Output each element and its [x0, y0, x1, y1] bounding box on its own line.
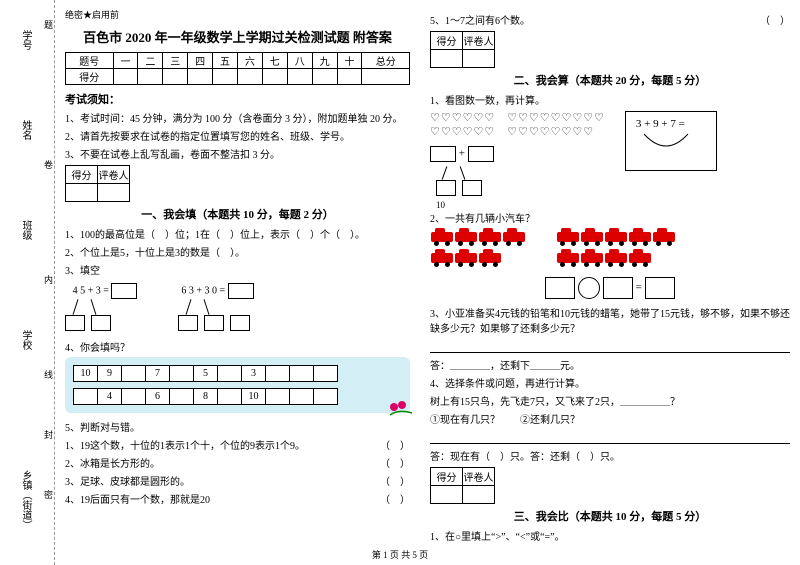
- car-groups: [430, 229, 790, 271]
- margin-label: 学校: [18, 330, 33, 350]
- question: 4、选择条件或问题，再进行计算。: [430, 375, 790, 390]
- number-sequence-box: 109753 46810: [65, 357, 410, 413]
- margin-label: 学号: [18, 30, 33, 50]
- grader-box: 得分评卷人: [65, 165, 130, 202]
- tf-item: 1、19这个数，十位的1表示1个十，个位的9表示1个9。（ ）: [65, 437, 410, 452]
- answer-text: 答：＿＿＿＿，还剩下＿＿＿元。: [430, 357, 790, 372]
- margin-label: 乡镇（街道）: [18, 470, 33, 530]
- question: 4、你会填吗？: [65, 339, 410, 354]
- tf-item: 3、足球、皮球都是圆形的。（ ）: [65, 473, 410, 488]
- car-equation: =: [430, 277, 790, 299]
- section-3-title: 三、我会比（本题共 10 分，每题 5 分）: [430, 508, 790, 524]
- question: 5、判断对与错。: [65, 419, 410, 434]
- answer-text: 答：现在有（ ）只。答：还剩（ ）只。: [430, 448, 790, 463]
- tf-item: 2、冰箱是长方形的。（ ）: [65, 455, 410, 470]
- heart-counting: ♡♡♡♡♡♡ ♡♡♡♡♡♡♡♡♡ ♡♡♡♡♡♡ ♡♡♡♡♡♡♡♡ + 10: [430, 111, 605, 206]
- equation-box: 3 + 9 + 7 =: [625, 111, 717, 171]
- margin-label: 班级: [18, 220, 33, 240]
- grader-box: 得分评卷人: [430, 31, 495, 68]
- question: 2、个位上是5，十位上是3的数是（ ）。: [65, 244, 410, 259]
- answer-line: [430, 430, 790, 444]
- section-2-title: 二、我会算（本题共 20 分，每题 5 分）: [430, 72, 790, 88]
- sequence-row: 109753: [73, 365, 338, 382]
- instruction-item: 2、请首先按要求在试卷的指定位置填写您的姓名、班级、学号。: [65, 128, 410, 143]
- exam-title: 百色市 2020 年一年级数学上学期过关检测试题 附答案: [65, 27, 410, 46]
- left-column: 绝密★启用前 百色市 2020 年一年级数学上学期过关检测试题 附答案 题号一二…: [55, 0, 420, 565]
- binding-margin: 学号 姓名 班级 学校 乡镇（街道） 题 卷 内 线 封 密: [0, 0, 55, 565]
- question: 1、在○里填上“>”、“<”或“=”。: [430, 528, 790, 543]
- question: 3、小亚准备买4元钱的铅笔和10元钱的蜡笔，她带了15元钱，够不够，如果不够还缺…: [430, 305, 790, 335]
- question: 3、填空: [65, 262, 410, 277]
- flower-icon: [386, 397, 416, 417]
- instructions-heading: 考试须知：: [65, 91, 410, 107]
- question: 1、看图数一数，再计算。: [430, 92, 790, 107]
- question: 2、一共有几辆小汽车？: [430, 210, 790, 225]
- question-sub: 树上有15只鸟，先飞走7只，又飞来了2只，＿＿＿＿＿？: [430, 393, 790, 408]
- grader-box: 得分评卷人: [430, 467, 495, 504]
- question-options: ①现在有几只？ ②还剩几只？: [430, 411, 790, 426]
- decomposition-diagram: 6 3 + 3 0 =: [178, 283, 258, 333]
- confidential-tag: 绝密★启用前: [65, 8, 410, 21]
- decomposition-diagram: 4 5 + 3 =: [65, 283, 145, 333]
- score-table: 题号一二三四五六七八九十总分 得分: [65, 52, 410, 85]
- arc-icon: [636, 130, 706, 156]
- tf-item: 4、19后面只有一个数，那就是20（ ）: [65, 491, 410, 506]
- margin-label: 姓名: [18, 120, 33, 140]
- sequence-row: 46810: [73, 388, 338, 405]
- instruction-item: 3、不要在试卷上乱写乱画，卷面不整洁扣 3 分。: [65, 146, 410, 161]
- instruction-item: 1、考试时间：45 分钟，满分为 100 分（含卷面分 3 分），附加题单独 2…: [65, 110, 410, 125]
- question: 1、100的最高位是（ ）位；1在（ ）位上，表示（ ）个（ ）。: [65, 226, 410, 241]
- tf-item: 5、1～7之间有6个数。（ ）: [430, 12, 790, 27]
- page-footer: 第 1 页 共 5 页: [0, 548, 800, 561]
- answer-line: [430, 339, 790, 353]
- right-column: 5、1～7之间有6个数。（ ） 得分评卷人 二、我会算（本题共 20 分，每题 …: [420, 0, 800, 565]
- section-1-title: 一、我会填（本题共 10 分，每题 2 分）: [65, 206, 410, 222]
